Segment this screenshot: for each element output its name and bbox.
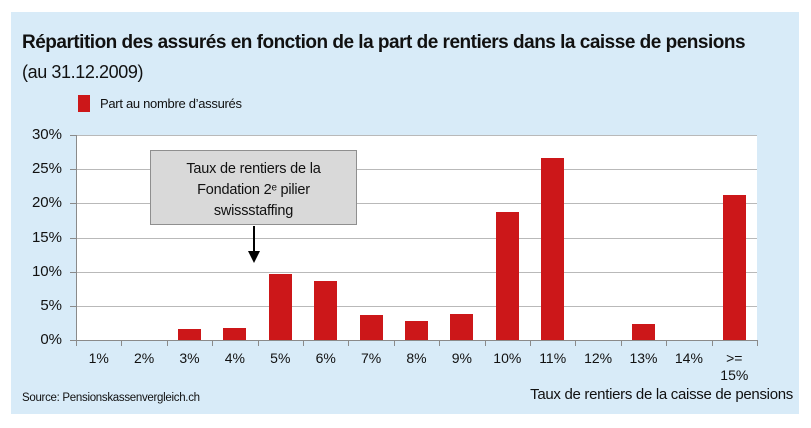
arrow-down-icon <box>248 251 260 263</box>
bar <box>223 328 247 340</box>
x-axis <box>70 340 757 341</box>
annotation-line-2: Fondation 2ᵉ pilier <box>197 182 310 198</box>
x-tick <box>212 340 214 346</box>
x-tick-label: 7% <box>360 350 382 366</box>
annotation-arrow-icon <box>253 226 255 253</box>
y-tick <box>70 169 76 171</box>
x-tick <box>484 340 486 346</box>
y-tick-label: 30% <box>31 126 62 143</box>
y-tick-label: 5% <box>40 296 62 314</box>
bar <box>495 212 519 340</box>
legend: Part au nombre d’assurés <box>78 95 242 112</box>
x-tick-label: 5% <box>270 350 291 366</box>
gridline <box>76 305 757 307</box>
bar <box>359 314 383 340</box>
x-tick <box>711 340 713 346</box>
x-tick <box>757 340 758 346</box>
x-tick <box>439 340 441 346</box>
bar <box>405 320 428 340</box>
y-tick-label: 15% <box>31 228 62 246</box>
x-tick <box>303 340 304 346</box>
x-tick-label: 3% <box>179 350 200 366</box>
gridline <box>76 169 757 171</box>
y-tick <box>70 305 76 307</box>
x-tick-label: 4% <box>224 350 245 366</box>
x-tick <box>166 340 168 346</box>
x-tick <box>620 340 622 346</box>
annotation-line-1: Taux de rentiers de la <box>186 161 321 177</box>
bar <box>314 281 338 340</box>
legend-label: Part au nombre d’assurés <box>100 96 242 111</box>
y-tick <box>70 135 76 136</box>
annotation-line-3: swissstaffing <box>213 203 294 219</box>
y-tick <box>70 237 76 239</box>
y-tick-label: 10% <box>31 262 62 280</box>
x-tick-label: 14% <box>674 350 703 366</box>
x-tick-label: 6% <box>315 350 336 366</box>
source-note: Source: Pensionskassenvergleich.ch <box>22 392 200 404</box>
bar <box>178 329 201 340</box>
gridline <box>76 271 757 273</box>
x-tick <box>348 340 350 346</box>
x-tick-label: 9% <box>451 350 472 366</box>
bar <box>268 273 292 340</box>
x-tick-label: 8% <box>406 350 427 366</box>
x-axis-title: Taux de rentiers de la caisse de pension… <box>530 386 793 403</box>
y-tick <box>70 203 76 205</box>
gridline <box>76 135 757 136</box>
x-tick <box>530 340 531 346</box>
x-tick <box>257 340 259 346</box>
y-tick-label: 25% <box>31 160 62 178</box>
y-tick <box>70 271 76 273</box>
x-tick <box>575 340 577 346</box>
gridline <box>76 203 757 205</box>
bar <box>722 195 746 340</box>
legend-swatch <box>78 95 90 112</box>
x-tick-label: 12% <box>584 350 613 366</box>
x-tick <box>76 340 77 346</box>
x-tick-label: 10% <box>493 350 522 366</box>
x-tick-label: 2% <box>133 350 155 366</box>
x-tick-label: 11% <box>539 350 567 366</box>
bar <box>632 324 655 340</box>
y-tick-label: 0% <box>40 331 62 348</box>
bar <box>450 314 474 340</box>
chart-title: Répartition des assurés en fonction de l… <box>22 32 746 53</box>
x-tick <box>393 340 395 346</box>
bar <box>541 157 565 340</box>
x-tick <box>666 340 668 346</box>
x-tick-label: 13% <box>629 350 658 366</box>
gridline <box>76 237 757 239</box>
y-tick-label: 20% <box>31 194 62 212</box>
x-tick <box>121 340 123 346</box>
x-tick-label: >= 15% <box>720 350 749 383</box>
x-tick-label: 1% <box>88 350 109 366</box>
y-axis <box>76 135 77 345</box>
chart-subtitle: (au 31.12.2009) <box>22 62 144 82</box>
annotation-box: Taux de rentiers de la Fondation 2ᵉ pili… <box>150 150 357 225</box>
